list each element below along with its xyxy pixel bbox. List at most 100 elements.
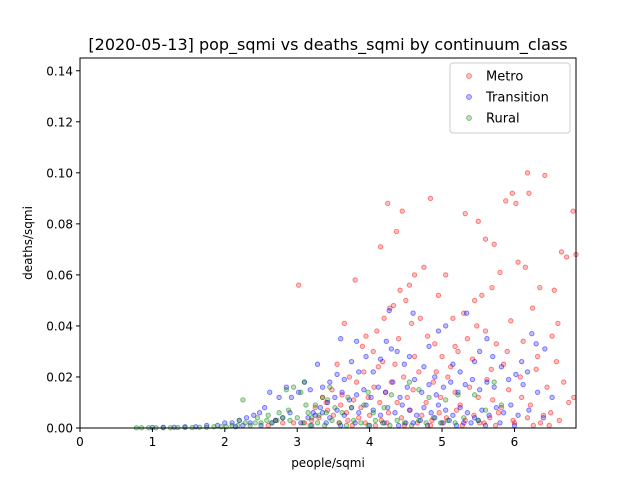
point-metro (408, 320, 415, 327)
point-transition (332, 394, 338, 401)
point-rural (265, 412, 271, 418)
point-metro (381, 315, 387, 321)
x-axis: 0 1 2 3 4 5 6 (76, 428, 518, 449)
point-transition (414, 412, 420, 418)
point-transition (377, 412, 384, 418)
point-transition (450, 361, 456, 367)
point-metro (394, 399, 400, 406)
y-tick-label: 0.12 (46, 115, 73, 129)
point-transition (461, 420, 467, 426)
point-rural (430, 415, 436, 421)
point-metro (371, 384, 377, 390)
point-transition (508, 402, 514, 408)
point-transition (513, 371, 519, 378)
point-transition (377, 356, 384, 362)
point-transition (526, 407, 532, 413)
point-metro (436, 410, 442, 416)
point-transition (394, 348, 400, 355)
point-transition (549, 394, 555, 401)
point-metro (385, 200, 391, 207)
point-metro (471, 297, 478, 304)
point-metro (374, 328, 380, 334)
point-transition (267, 389, 273, 395)
point-transition (428, 410, 434, 416)
point-metro (553, 359, 560, 365)
point-metro (462, 211, 468, 217)
point-metro (464, 336, 471, 342)
point-metro (398, 415, 405, 421)
point-transition (471, 359, 478, 365)
point-rural (370, 410, 376, 416)
point-transition (356, 410, 362, 416)
point-rural (482, 407, 489, 413)
point-rural (314, 420, 321, 426)
point-transition (382, 389, 389, 395)
point-rural (455, 392, 461, 398)
point-rural (301, 379, 308, 385)
point-rural (336, 420, 342, 426)
point-metro (352, 277, 358, 283)
point-rural (240, 397, 246, 403)
point-rural (285, 407, 292, 413)
y-tick-label: 0.02 (46, 370, 73, 384)
point-metro (404, 394, 410, 401)
point-rural (388, 392, 395, 398)
y-tick-label: 0.04 (46, 319, 73, 333)
point-rural (276, 410, 282, 416)
point-rural (309, 415, 315, 421)
point-transition (469, 376, 476, 383)
point-metro (529, 305, 536, 311)
point-rural (416, 387, 422, 393)
point-transition (435, 402, 442, 408)
point-transition (506, 376, 512, 383)
point-metro (296, 282, 302, 288)
point-rural (303, 402, 309, 408)
y-tick-label: 0.00 (46, 422, 73, 436)
point-transition (440, 384, 447, 390)
point-transition (493, 404, 499, 411)
point-transition (529, 330, 535, 337)
point-rural (305, 410, 311, 416)
point-rural (196, 424, 203, 430)
point-rural (258, 420, 264, 426)
point-metro (370, 348, 376, 355)
point-metro (395, 336, 402, 342)
point-transition (404, 384, 410, 390)
point-metro (452, 343, 458, 349)
point-transition (491, 384, 497, 390)
point-metro (537, 285, 543, 291)
point-transition (426, 381, 432, 388)
point-metro (561, 379, 567, 385)
point-metro (356, 415, 362, 421)
legend-box (449, 62, 571, 134)
point-rural (452, 420, 458, 426)
point-metro (366, 412, 373, 418)
point-transition (327, 379, 333, 385)
point-rural (204, 424, 210, 430)
point-metro (399, 208, 405, 214)
point-transition (464, 410, 471, 416)
point-transition (435, 328, 442, 334)
point-metro (506, 387, 512, 393)
point-rural (254, 415, 261, 421)
point-metro (324, 407, 331, 413)
legend-label-rural: Rural (486, 112, 520, 127)
point-transition (251, 412, 257, 418)
point-transition (457, 369, 463, 375)
x-tick-label: 5 (438, 435, 446, 449)
point-transition (319, 410, 326, 416)
point-transition (462, 381, 468, 388)
y-axis-label: deaths/sqmi (21, 206, 35, 280)
point-rural (247, 422, 253, 429)
point-metro (493, 341, 499, 347)
point-transition (500, 410, 507, 416)
points-layer (133, 170, 579, 431)
point-transition (524, 369, 531, 375)
point-metro (427, 195, 434, 201)
point-rural (312, 402, 318, 408)
point-metro (556, 417, 562, 423)
point-metro (482, 328, 489, 334)
point-transition (307, 387, 313, 393)
point-metro (519, 394, 525, 401)
point-transition (390, 379, 396, 385)
